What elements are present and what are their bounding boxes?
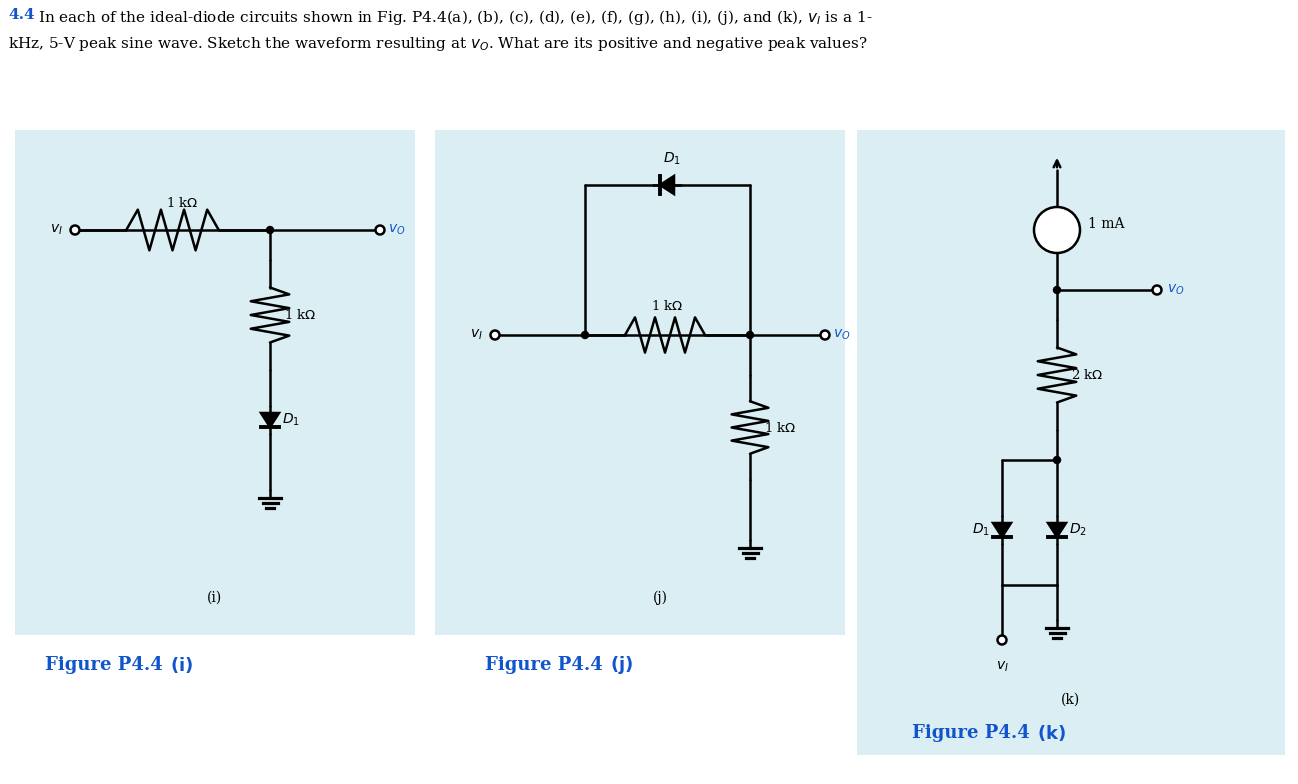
Polygon shape	[1047, 523, 1066, 537]
Text: $v_I$: $v_I$	[996, 660, 1009, 674]
Text: $D_2$: $D_2$	[1070, 522, 1086, 538]
Text: Figure P4.4: Figure P4.4	[485, 656, 602, 674]
Circle shape	[1153, 285, 1162, 295]
Text: Figure P4.4: Figure P4.4	[45, 656, 162, 674]
Polygon shape	[659, 176, 674, 194]
Text: 1 k$\Omega$: 1 k$\Omega$	[284, 308, 317, 322]
Text: $v_O$: $v_O$	[833, 328, 850, 342]
FancyBboxPatch shape	[16, 130, 415, 635]
Text: 4.4: 4.4	[8, 8, 35, 22]
Text: 1 k$\Omega$: 1 k$\Omega$	[650, 299, 683, 313]
Circle shape	[746, 332, 754, 339]
FancyBboxPatch shape	[435, 130, 845, 635]
Polygon shape	[261, 413, 279, 427]
Text: (j): (j)	[653, 591, 667, 605]
Text: $v_I$: $v_I$	[470, 328, 483, 342]
Text: 1 k$\Omega$: 1 k$\Omega$	[765, 420, 796, 434]
Circle shape	[375, 226, 384, 234]
Circle shape	[1054, 456, 1060, 463]
Polygon shape	[993, 523, 1011, 537]
Text: Figure P4.4: Figure P4.4	[912, 724, 1029, 742]
Text: $\mathbf{(i)}$: $\mathbf{(i)}$	[170, 655, 193, 675]
Circle shape	[820, 331, 829, 339]
Circle shape	[491, 331, 500, 339]
Text: In each of the ideal-diode circuits shown in Fig. P4.4(a), (b), (c), (d), (e), (: In each of the ideal-diode circuits show…	[38, 8, 872, 27]
Text: $\mathbf{(j)}$: $\mathbf{(j)}$	[610, 654, 633, 676]
FancyBboxPatch shape	[857, 130, 1285, 755]
Circle shape	[70, 226, 79, 234]
Circle shape	[266, 227, 274, 234]
Text: $v_O$: $v_O$	[388, 223, 405, 238]
Text: 1 k$\Omega$: 1 k$\Omega$	[166, 196, 199, 210]
Text: (k): (k)	[1062, 693, 1081, 707]
Text: $D_1$: $D_1$	[282, 412, 300, 428]
Text: 2 k$\Omega$: 2 k$\Omega$	[1071, 368, 1103, 382]
Circle shape	[1054, 286, 1060, 293]
Text: $D_1$: $D_1$	[972, 522, 990, 538]
Text: $v_I$: $v_I$	[51, 223, 64, 238]
Circle shape	[997, 636, 1006, 644]
Text: $v_O$: $v_O$	[1167, 283, 1185, 297]
Circle shape	[582, 332, 588, 339]
Text: (i): (i)	[208, 591, 223, 605]
Text: 1 mA: 1 mA	[1088, 217, 1124, 231]
Text: $D_1$: $D_1$	[663, 151, 681, 167]
Text: kHz, 5-V peak sine wave. Sketch the waveform resulting at $v_O$. What are its po: kHz, 5-V peak sine wave. Sketch the wave…	[8, 35, 868, 53]
Circle shape	[1035, 207, 1080, 253]
Text: $\mathbf{(k)}$: $\mathbf{(k)}$	[1037, 723, 1066, 743]
